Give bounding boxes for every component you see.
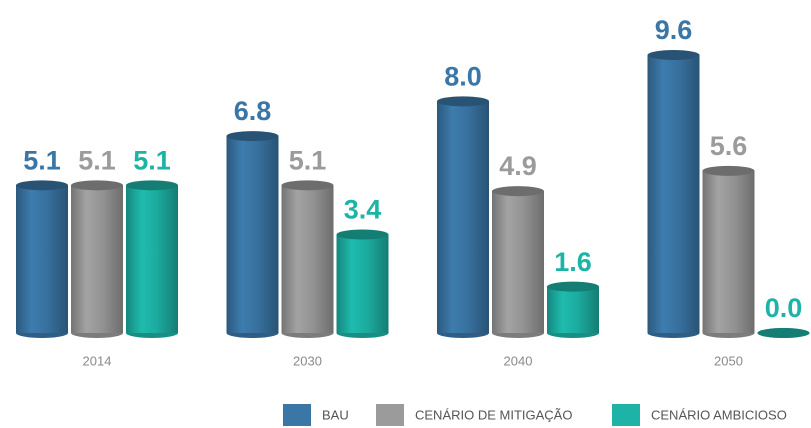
data-label: 0.0 xyxy=(765,293,803,323)
legend-label: CENÁRIO AMBICIOSO xyxy=(651,407,787,422)
data-label: 3.4 xyxy=(344,195,382,225)
bar xyxy=(126,180,178,338)
x-tick-label: 2040 xyxy=(504,353,533,368)
data-label: 5.6 xyxy=(710,131,748,161)
data-label: 5.1 xyxy=(78,145,116,175)
x-tick-label: 2050 xyxy=(714,353,743,368)
data-label: 9.6 xyxy=(655,15,693,45)
bar xyxy=(702,165,755,338)
data-label: 5.1 xyxy=(23,145,61,175)
data-label: 6.8 xyxy=(234,96,272,126)
legend-label: BAU xyxy=(322,407,349,422)
bar xyxy=(547,281,599,338)
bar xyxy=(492,186,544,338)
bar xyxy=(757,328,810,338)
legend-swatch xyxy=(612,404,640,426)
bar xyxy=(336,229,389,338)
bar xyxy=(226,131,279,338)
data-label: 1.6 xyxy=(554,247,592,277)
bar xyxy=(16,180,68,338)
bar xyxy=(281,180,334,338)
bar xyxy=(437,96,489,338)
legend-swatch xyxy=(283,404,311,426)
bar xyxy=(71,180,123,338)
bar xyxy=(647,50,700,338)
data-label: 5.1 xyxy=(133,145,171,175)
data-label: 4.9 xyxy=(499,151,537,181)
data-label: 8.0 xyxy=(444,61,482,91)
legend-swatch xyxy=(376,404,404,426)
x-tick-label: 2014 xyxy=(83,353,112,368)
data-label: 5.1 xyxy=(289,145,327,175)
legend-label: CENÁRIO DE MITIGAÇÃO xyxy=(415,407,572,422)
x-tick-label: 2030 xyxy=(293,353,322,368)
